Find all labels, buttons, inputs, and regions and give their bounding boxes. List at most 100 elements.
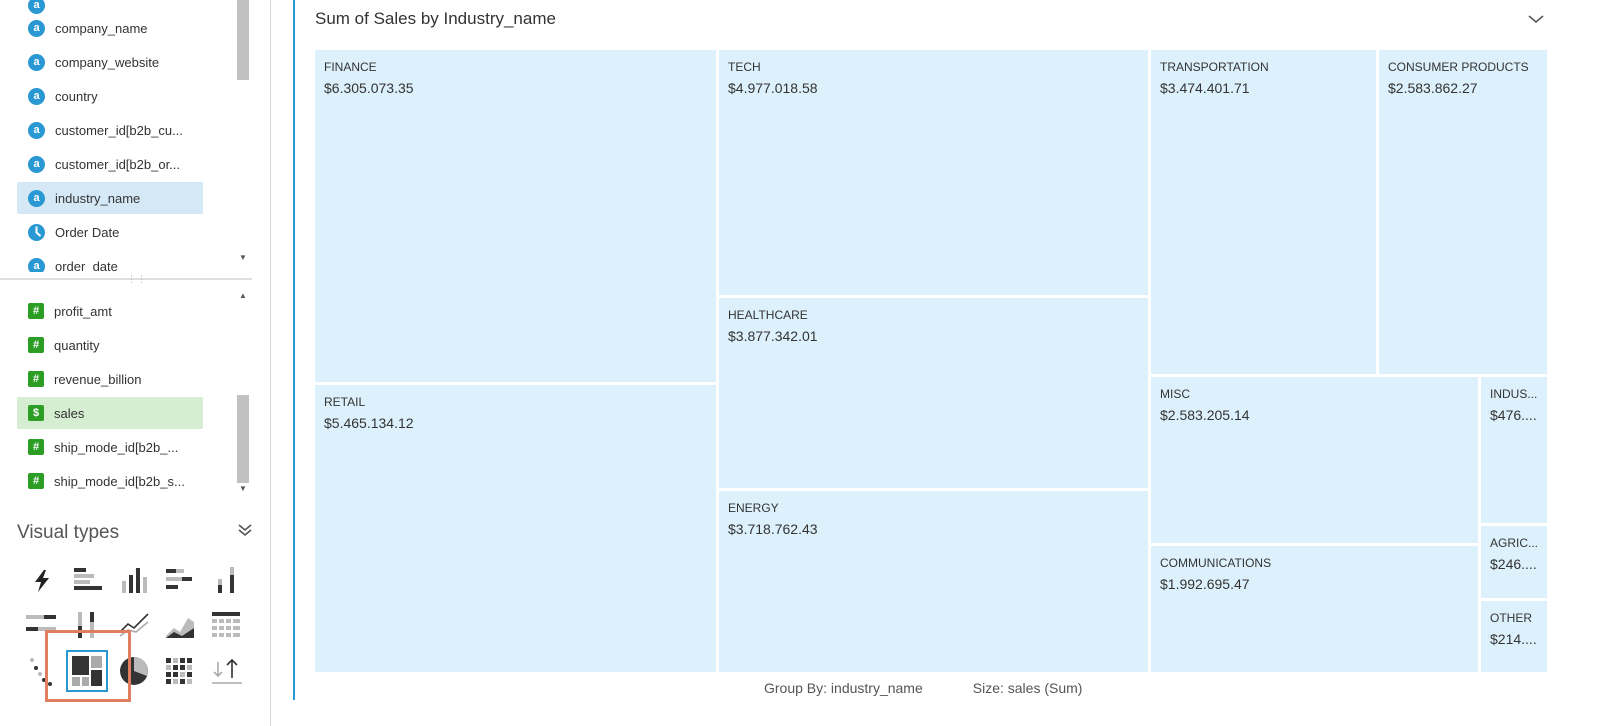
tile-value-label: $2.583.205.14 <box>1160 407 1250 423</box>
field-item-customer-id-cu[interactable]: a customer_id[b2b_cu... <box>17 114 203 146</box>
field-item-hidden[interactable]: a <box>17 0 203 21</box>
tile-value-label: $4.977.018.58 <box>728 80 818 96</box>
string-field-icon: a <box>28 87 45 105</box>
tile-category-label: ENERGY <box>728 501 779 515</box>
string-field-icon: a <box>28 121 45 139</box>
treemap-tile-misc[interactable]: MISC $2.583.205.14 <box>1151 377 1478 543</box>
tile-value-label: $2.583.862.27 <box>1388 80 1478 96</box>
field-item-order-date-str[interactable]: a order_date <box>17 250 203 272</box>
field-label: ship_mode_id[b2b_... <box>54 439 179 455</box>
tile-category-label: CONSUMER PRODUCTS <box>1388 60 1529 74</box>
string-field-icon: a <box>28 189 45 207</box>
treemap-tile-indus[interactable]: INDUS... $476.... <box>1481 377 1547 523</box>
treemap-tile-retail[interactable]: RETAIL $5.465.134.12 <box>315 385 716 672</box>
dimension-field-list: a a company_name a company_website a cou… <box>0 0 252 272</box>
horizontal-stacked-bar-icon[interactable] <box>164 565 196 595</box>
tile-category-label: INDUS... <box>1490 387 1538 401</box>
size-label: Size: sales (Sum) <box>972 680 1083 696</box>
field-label: profit_amt <box>54 303 112 319</box>
field-label: country <box>55 88 98 104</box>
tile-category-label: FINANCE <box>324 60 377 74</box>
treemap-tile-tech[interactable]: TECH $4.977.018.58 <box>719 50 1148 295</box>
number-field-icon: # <box>28 473 44 489</box>
scatter-plot-icon[interactable] <box>20 656 52 686</box>
field-label: customer_id[b2b_or... <box>55 156 181 172</box>
treemap-tile-agric[interactable]: AGRIC... $246.... <box>1481 526 1547 598</box>
field-item-profit-amt[interactable]: # profit_amt <box>17 295 203 327</box>
string-field-icon: a <box>28 155 45 173</box>
field-item-order-date[interactable]: Order Date <box>17 216 203 248</box>
chevron-down-icon[interactable] <box>1527 10 1545 28</box>
field-and-visual-panel: a a company_name a company_website a cou… <box>0 0 270 726</box>
field-item-company-name[interactable]: a company_name <box>17 12 203 44</box>
tile-category-label: HEALTHCARE <box>728 308 808 322</box>
tile-value-label: $476.... <box>1490 407 1537 423</box>
measure-field-list: # profit_amt # quantity # revenue_billio… <box>0 290 252 512</box>
pivot-table-icon[interactable] <box>210 610 242 640</box>
tree-map-selected[interactable] <box>66 650 108 692</box>
field-label: revenue_billion <box>54 371 142 387</box>
collapse-icon[interactable] <box>236 521 254 539</box>
dimension-scroll-thumb[interactable] <box>237 0 249 80</box>
field-item-sales[interactable]: $ sales <box>17 397 203 429</box>
treemap-tile-transportation[interactable]: TRANSPORTATION $3.474.401.71 <box>1151 50 1376 374</box>
field-item-revenue-billion[interactable]: # revenue_billion <box>17 363 203 395</box>
tile-category-label: MISC <box>1160 387 1190 401</box>
treemap-tile-communications[interactable]: COMMUNICATIONS $1.992.695.47 <box>1151 546 1478 672</box>
tile-value-label: $3.718.762.43 <box>728 521 818 537</box>
horizontal-bar-icon[interactable] <box>72 565 104 595</box>
tile-value-label: $1.992.695.47 <box>1160 576 1250 592</box>
tile-category-label: AGRIC... <box>1490 536 1538 550</box>
field-item-quantity[interactable]: # quantity <box>17 329 203 361</box>
autograph-icon[interactable] <box>26 565 58 595</box>
panel-divider <box>270 0 271 726</box>
chart-legend: Group By: industry_name Size: sales (Sum… <box>764 680 1082 696</box>
treemap-tile-other[interactable]: OTHER $214.... <box>1481 601 1547 672</box>
number-field-icon: # <box>28 303 44 319</box>
drag-handle-icon[interactable]: ⋮⋮ <box>127 274 147 284</box>
tile-category-label: TRANSPORTATION <box>1160 60 1269 74</box>
tile-value-label: $3.877.342.01 <box>728 328 818 344</box>
measure-scroll-thumb[interactable] <box>237 395 249 483</box>
heat-map-icon[interactable] <box>164 656 196 686</box>
area-chart-icon[interactable] <box>164 610 196 640</box>
field-label: order_date <box>55 258 118 273</box>
string-field-icon: a <box>28 53 45 71</box>
field-item-country[interactable]: a country <box>17 80 203 112</box>
kpi-icon[interactable] <box>210 656 242 686</box>
tree-map-icon <box>72 656 102 686</box>
field-item-ship-mode-id-1[interactable]: # ship_mode_id[b2b_... <box>17 431 203 463</box>
vertical-stacked-bar-icon[interactable] <box>210 565 242 595</box>
scroll-up-icon[interactable]: ▲ <box>239 290 247 300</box>
field-item-customer-id-or[interactable]: a customer_id[b2b_or... <box>17 148 203 180</box>
treemap-tile-consumer-products[interactable]: CONSUMER PRODUCTS $2.583.862.27 <box>1379 50 1547 374</box>
tile-value-label: $6.305.073.35 <box>324 80 414 96</box>
vertical-bar-icon[interactable] <box>118 565 150 595</box>
treemap-chart: FINANCE $6.305.073.35 RETAIL $5.465.134.12 T… <box>315 50 1547 672</box>
tile-value-label: $246.... <box>1490 556 1537 572</box>
pie-chart-icon[interactable] <box>118 656 150 686</box>
number-field-icon: # <box>28 337 44 353</box>
field-label: sales <box>54 405 85 421</box>
visual-types-title: Visual types <box>17 522 120 543</box>
tile-category-label: TECH <box>728 60 761 74</box>
date-field-icon <box>28 223 45 241</box>
field-label: Order Date <box>55 224 120 240</box>
scroll-down-icon[interactable]: ▼ <box>239 483 247 493</box>
visual-title[interactable]: Sum of Sales by Industry_name <box>315 9 556 28</box>
horizontal-100-bar-icon[interactable] <box>26 610 58 640</box>
line-chart-icon[interactable] <box>118 610 150 640</box>
field-item-company-website[interactable]: a company_website <box>17 46 203 78</box>
tile-value-label: $5.465.134.12 <box>324 415 414 431</box>
scroll-down-icon[interactable]: ▼ <box>239 252 247 262</box>
number-field-icon: # <box>28 371 44 387</box>
field-item-industry-name[interactable]: a industry_name <box>17 182 203 214</box>
tile-value-label: $214.... <box>1490 631 1537 647</box>
field-label: company_website <box>55 54 160 70</box>
panel-splitter[interactable] <box>0 278 252 280</box>
field-item-ship-mode-id-2[interactable]: # ship_mode_id[b2b_s... <box>17 465 203 497</box>
treemap-tile-energy[interactable]: ENERGY $3.718.762.43 <box>719 491 1148 672</box>
treemap-tile-finance[interactable]: FINANCE $6.305.073.35 <box>315 50 716 382</box>
treemap-tile-healthcare[interactable]: HEALTHCARE $3.877.342.01 <box>719 298 1148 488</box>
